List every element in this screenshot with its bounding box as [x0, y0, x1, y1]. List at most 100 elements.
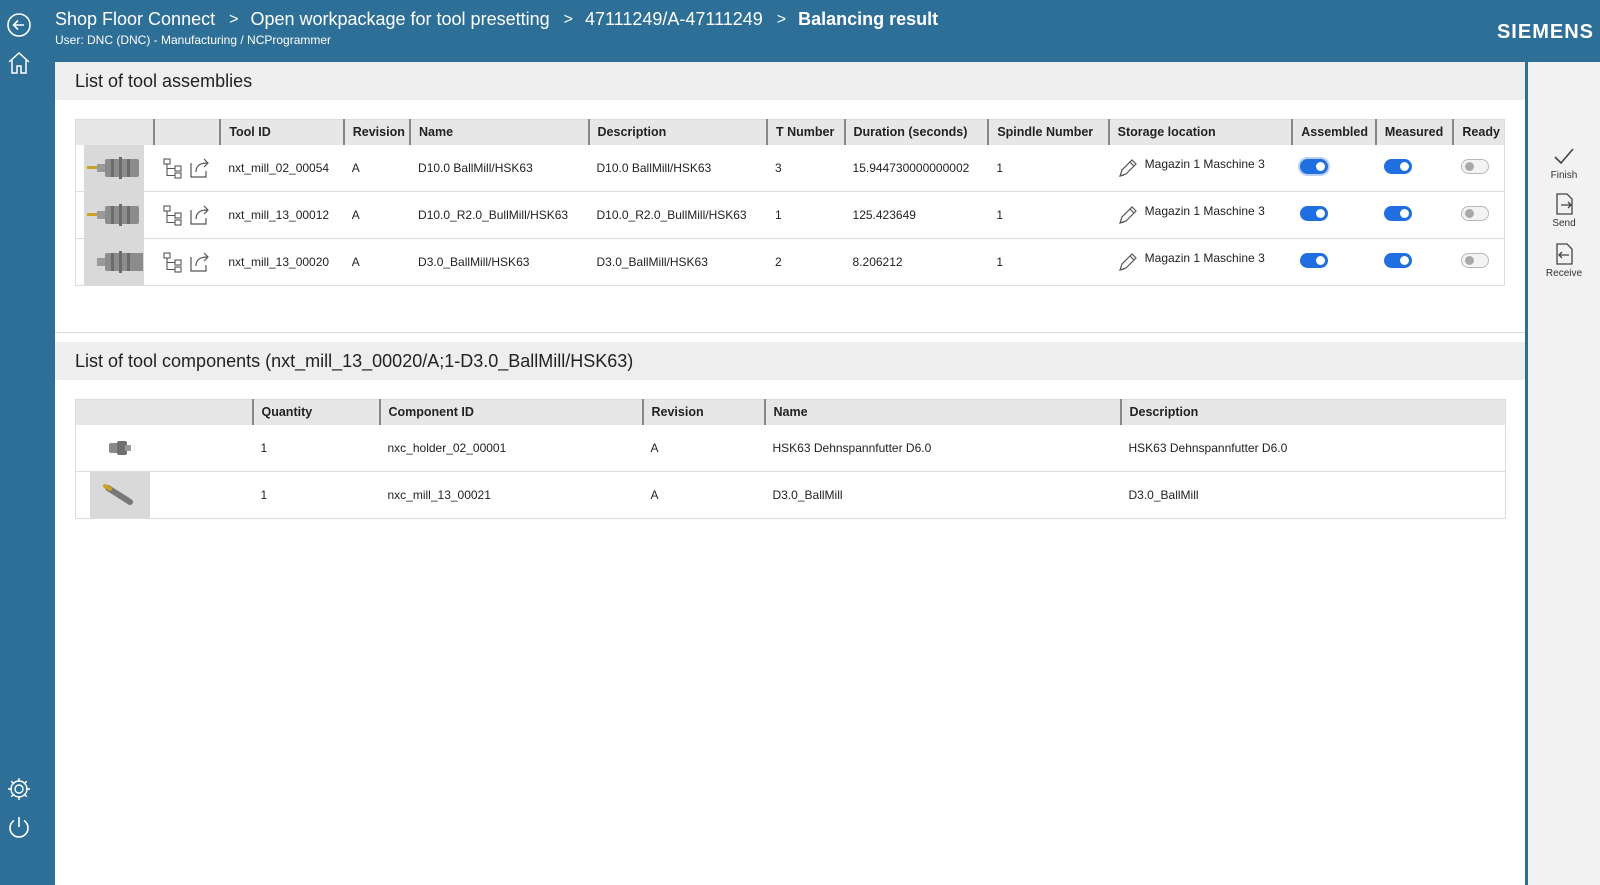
- column-header-duration[interactable]: Duration (seconds): [844, 119, 990, 145]
- column-header-name[interactable]: Name: [764, 399, 1122, 425]
- column-header-assembled[interactable]: Assembled: [1292, 119, 1377, 145]
- t-number-cell: 3: [767, 144, 845, 192]
- measured-cell: [1375, 144, 1454, 192]
- structure-tree-icon[interactable]: [162, 157, 184, 179]
- t-number-cell: 2: [767, 238, 845, 286]
- column-header-ready[interactable]: Ready: [1453, 119, 1505, 145]
- ready-cell: [1453, 191, 1505, 239]
- ready-toggle[interactable]: [1461, 205, 1490, 221]
- breadcrumb-workpackage[interactable]: Open workpackage for tool presetting: [250, 9, 550, 29]
- assemblies-table: Tool ID Revision Name Description T Numb…: [75, 119, 1505, 286]
- t-number-cell: 1: [767, 191, 845, 239]
- tool-thumbnail-cell: [75, 191, 155, 239]
- finish-button[interactable]: Finish: [1542, 146, 1586, 181]
- column-header-revision[interactable]: Revision: [642, 399, 766, 425]
- table-row[interactable]: nxt_mill_13_00020 A D3.0_BallMill/HSK63 D3.…: [75, 238, 1505, 286]
- edit-pencil-icon[interactable]: [1117, 251, 1139, 273]
- ready-toggle[interactable]: [1461, 252, 1490, 268]
- edit-pencil-icon[interactable]: [1117, 204, 1139, 226]
- storage-location-label: Magazin 1 Maschine 3: [1144, 250, 1265, 265]
- quantity-cell: 1: [252, 424, 380, 472]
- column-header-tool-id[interactable]: Tool ID: [220, 119, 345, 145]
- spindle-cell: 1: [988, 191, 1109, 239]
- measured-cell: [1375, 191, 1454, 239]
- tool-id-cell: nxt_mill_13_00020: [220, 238, 344, 286]
- open-external-icon[interactable]: [188, 251, 212, 273]
- revision-cell: A: [343, 191, 411, 239]
- breadcrumb-home[interactable]: Shop Floor Connect: [55, 9, 216, 29]
- column-header-description[interactable]: Description: [1120, 399, 1506, 425]
- storage-cell: Magazin 1 Maschine 3: [1108, 144, 1293, 192]
- duration-cell: 125.423649: [844, 191, 989, 239]
- component-id-cell: nxc_holder_02_00001: [379, 424, 643, 472]
- user-info: User: DNC (DNC) - Manufacturing / NCProg…: [55, 33, 332, 47]
- breadcrumb-package-id[interactable]: 47111249/A-47111249: [584, 9, 763, 29]
- table-header-row: Quantity Component ID Revision Name Desc…: [75, 399, 1506, 425]
- column-header-quantity[interactable]: Quantity: [252, 399, 381, 425]
- open-external-icon[interactable]: [188, 204, 212, 226]
- name-cell: D10.0 BallMill/HSK63: [410, 144, 589, 192]
- spindle-cell: 1: [988, 144, 1109, 192]
- tool-thumbnail-cell: [75, 238, 155, 286]
- name-cell: D3.0_BallMill: [764, 471, 1121, 519]
- checkmark-icon: [1554, 148, 1574, 165]
- measured-toggle[interactable]: [1383, 252, 1412, 268]
- receive-button[interactable]: Receive: [1542, 242, 1586, 279]
- table-row[interactable]: 1 nxc_mill_13_00021 A D3.0_BallMill D3.0_Bal…: [75, 471, 1506, 519]
- edit-pencil-icon[interactable]: [1117, 157, 1139, 179]
- assembled-toggle[interactable]: [1300, 158, 1329, 174]
- send-icon: [1556, 193, 1573, 215]
- breadcrumb-separator: >: [776, 10, 787, 28]
- structure-tree-icon[interactable]: [162, 251, 184, 273]
- power-icon[interactable]: [6, 814, 32, 840]
- name-cell: HSK63 Dehnspannfutter D6.0: [764, 424, 1121, 472]
- table-row[interactable]: nxt_mill_02_00054 A D10.0 BallMill/HSK63 D1…: [75, 144, 1505, 192]
- column-header: [75, 119, 156, 145]
- description-cell: D10.0_R2.0_BullMill/HSK63: [588, 191, 767, 239]
- components-table: Quantity Component ID Revision Name Desc…: [75, 399, 1506, 519]
- section-divider: [55, 332, 1525, 333]
- column-header-description[interactable]: Description: [588, 119, 769, 145]
- assembled-cell: [1292, 238, 1376, 286]
- receive-icon: [1556, 243, 1573, 265]
- breadcrumb-separator: >: [563, 10, 573, 28]
- column-header-spindle[interactable]: Spindle Number: [988, 119, 1110, 145]
- row-actions-cell: [154, 238, 221, 286]
- assembled-toggle[interactable]: [1300, 205, 1329, 221]
- revision-cell: A: [642, 424, 765, 472]
- ready-toggle[interactable]: [1461, 158, 1490, 174]
- assemblies-title: List of tool assemblies: [55, 62, 1525, 100]
- breadcrumb: Shop Floor Connect > Open workpackage fo…: [55, 9, 938, 30]
- measured-toggle[interactable]: [1383, 205, 1412, 221]
- holder-component-image: [90, 425, 150, 471]
- description-cell: D10.0 BallMill/HSK63: [588, 144, 767, 192]
- assembled-toggle[interactable]: [1300, 252, 1329, 268]
- send-button[interactable]: Send: [1542, 192, 1586, 229]
- panel-separator: [1525, 62, 1528, 885]
- open-external-icon[interactable]: [188, 157, 212, 179]
- column-header-measured[interactable]: Measured: [1375, 119, 1455, 145]
- component-thumbnail-cell: [75, 471, 253, 519]
- name-cell: D10.0_R2.0_BullMill/HSK63: [410, 191, 589, 239]
- tool-thumbnail-cell: [75, 144, 155, 192]
- main-panel: List of tool assemblies Tool ID Revision…: [55, 62, 1528, 885]
- table-row[interactable]: 1 nxc_holder_02_00001 A HSK63 Dehnspannfutt…: [75, 424, 1506, 472]
- measured-toggle[interactable]: [1383, 158, 1412, 174]
- column-header-name[interactable]: Name: [410, 119, 590, 145]
- description-cell: D3.0_BallMill/HSK63: [588, 238, 767, 286]
- gear-icon[interactable]: [6, 776, 32, 802]
- column-header: [75, 399, 254, 425]
- column-header-t-number[interactable]: T Number: [767, 119, 846, 145]
- tool-assembly-image: [84, 191, 144, 237]
- table-header-row: Tool ID Revision Name Description T Numb…: [75, 119, 1505, 145]
- structure-tree-icon[interactable]: [162, 204, 184, 226]
- table-row[interactable]: nxt_mill_13_00012 A D10.0_R2.0_BullMill/HS…: [75, 191, 1505, 239]
- mill-component-image: [90, 471, 150, 517]
- column-header-revision[interactable]: Revision: [343, 119, 412, 145]
- column-header-storage[interactable]: Storage location: [1108, 119, 1294, 145]
- home-icon[interactable]: [6, 50, 32, 76]
- back-icon[interactable]: [6, 12, 32, 38]
- app-header: Shop Floor Connect > Open workpackage fo…: [55, 0, 1600, 62]
- column-header-component-id[interactable]: Component ID: [379, 399, 644, 425]
- storage-cell: Magazin 1 Maschine 3: [1108, 191, 1293, 239]
